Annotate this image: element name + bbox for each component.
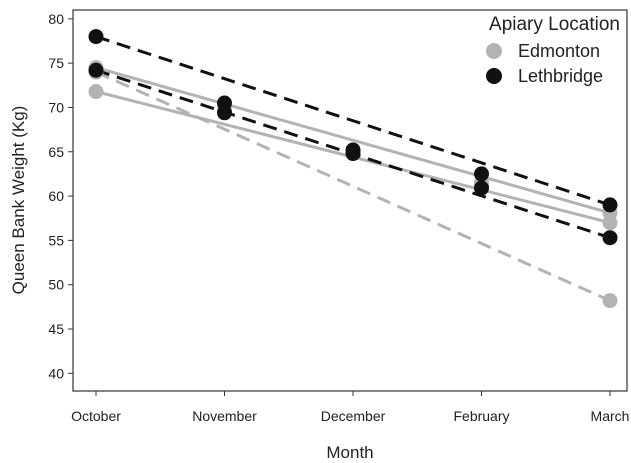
legend-label-edmonton: Edmonton (518, 41, 600, 61)
y-axis: 40 45 50 55 60 65 70 75 80 (48, 11, 73, 381)
data-point-lethbridge (602, 197, 618, 213)
data-point-edmonton (602, 215, 618, 231)
legend-label-lethbridge: Lethbridge (518, 66, 603, 86)
legend-title: Apiary Location (489, 14, 620, 35)
data-point-lethbridge (602, 230, 618, 246)
x-axis-title: Month (326, 443, 373, 462)
data-point-lethbridge (88, 62, 104, 78)
data-point-lethbridge (474, 180, 489, 196)
legend: Apiary Location Edmonton Lethbridge (486, 14, 620, 86)
x-axis: October November December February March (71, 391, 629, 424)
y-tick-label: 45 (48, 321, 64, 337)
series-line-lethbridge (95, 35, 611, 207)
y-tick-label: 55 (48, 232, 64, 248)
y-tick-label: 65 (48, 144, 64, 160)
y-tick-label: 80 (48, 11, 64, 27)
series-points (88, 29, 618, 309)
data-point-lethbridge (217, 105, 232, 121)
data-point-edmonton (88, 84, 104, 100)
y-tick-label: 40 (48, 365, 64, 381)
y-tick-label: 70 (48, 99, 64, 115)
y-axis-title: Queen Bank Weight (Kg) (9, 106, 28, 295)
series-line-edmonton (95, 66, 611, 215)
legend-marker-lethbridge (486, 68, 502, 84)
plot-frame (72, 9, 628, 392)
series-line-edmonton (95, 70, 611, 302)
y-tick-label: 60 (48, 188, 64, 204)
x-tick-label: March (591, 408, 630, 424)
data-point-edmonton (602, 293, 618, 309)
y-tick-label: 75 (48, 55, 64, 71)
x-tick-label: October (71, 408, 121, 424)
legend-marker-edmonton (486, 43, 502, 59)
data-point-lethbridge (345, 146, 361, 162)
x-tick-label: February (453, 408, 509, 424)
data-point-lethbridge (474, 166, 489, 182)
data-point-lethbridge (88, 29, 104, 45)
x-tick-label: November (192, 408, 257, 424)
y-tick-label: 50 (48, 277, 64, 293)
x-tick-label: December (321, 408, 386, 424)
